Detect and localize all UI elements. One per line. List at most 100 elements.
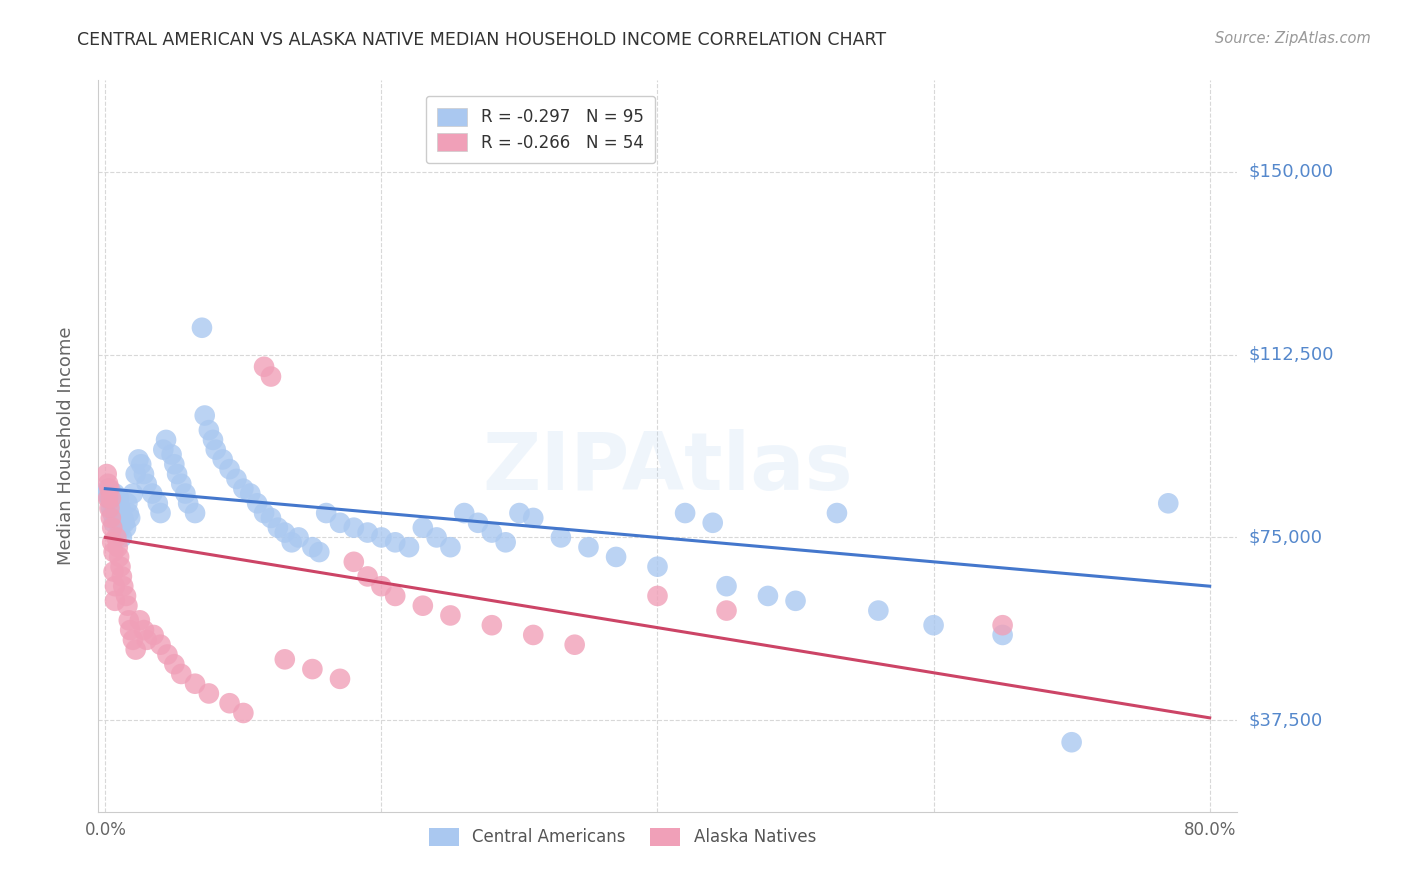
Point bbox=[201, 433, 224, 447]
Point bbox=[146, 496, 169, 510]
Point bbox=[508, 506, 530, 520]
Point bbox=[105, 511, 128, 525]
Point bbox=[453, 506, 475, 520]
Point bbox=[370, 530, 392, 544]
Point bbox=[97, 482, 120, 496]
Point bbox=[198, 423, 221, 437]
Point bbox=[149, 638, 172, 652]
Point bbox=[156, 648, 179, 662]
Point bbox=[184, 676, 207, 690]
Point bbox=[398, 540, 420, 554]
Point bbox=[104, 594, 127, 608]
Point bbox=[110, 501, 132, 516]
Point bbox=[702, 516, 724, 530]
Point bbox=[118, 613, 141, 627]
Point bbox=[785, 594, 807, 608]
Point bbox=[155, 433, 177, 447]
Point bbox=[101, 496, 124, 510]
Point bbox=[104, 579, 127, 593]
Point bbox=[184, 506, 207, 520]
Point bbox=[211, 452, 233, 467]
Point bbox=[135, 476, 157, 491]
Text: ZIPAtlas: ZIPAtlas bbox=[482, 429, 853, 507]
Point bbox=[412, 521, 434, 535]
Point bbox=[564, 638, 586, 652]
Point bbox=[100, 511, 122, 525]
Point bbox=[225, 472, 247, 486]
Point bbox=[578, 540, 600, 554]
Point bbox=[246, 496, 269, 510]
Point bbox=[132, 623, 155, 637]
Point bbox=[107, 506, 129, 520]
Point bbox=[125, 642, 148, 657]
Point bbox=[1157, 496, 1180, 510]
Point bbox=[107, 540, 129, 554]
Point bbox=[194, 409, 217, 423]
Point bbox=[108, 491, 131, 506]
Point bbox=[467, 516, 489, 530]
Y-axis label: Median Household Income: Median Household Income bbox=[56, 326, 75, 566]
Point bbox=[260, 369, 283, 384]
Point bbox=[522, 511, 544, 525]
Point bbox=[98, 501, 121, 516]
Point bbox=[96, 467, 118, 481]
Point bbox=[108, 549, 131, 564]
Point bbox=[218, 462, 240, 476]
Point bbox=[98, 482, 121, 496]
Point bbox=[111, 506, 134, 520]
Point bbox=[384, 589, 406, 603]
Text: $75,000: $75,000 bbox=[1249, 528, 1323, 547]
Point bbox=[142, 628, 165, 642]
Point bbox=[112, 511, 135, 525]
Point bbox=[149, 506, 172, 520]
Point bbox=[97, 491, 120, 506]
Point bbox=[356, 569, 378, 583]
Point bbox=[115, 589, 138, 603]
Text: $150,000: $150,000 bbox=[1249, 162, 1333, 181]
Point bbox=[343, 555, 366, 569]
Point bbox=[152, 442, 174, 457]
Point bbox=[122, 486, 145, 500]
Point bbox=[868, 603, 890, 617]
Point bbox=[141, 486, 163, 500]
Text: CENTRAL AMERICAN VS ALASKA NATIVE MEDIAN HOUSEHOLD INCOME CORRELATION CHART: CENTRAL AMERICAN VS ALASKA NATIVE MEDIAN… bbox=[77, 31, 886, 49]
Point bbox=[117, 496, 139, 510]
Point bbox=[96, 486, 118, 500]
Point bbox=[308, 545, 330, 559]
Text: $112,500: $112,500 bbox=[1249, 345, 1334, 364]
Point bbox=[98, 491, 121, 506]
Point bbox=[129, 457, 152, 471]
Point bbox=[127, 452, 149, 467]
Point bbox=[128, 613, 150, 627]
Point bbox=[101, 535, 124, 549]
Point bbox=[673, 506, 696, 520]
Point bbox=[177, 496, 200, 510]
Point bbox=[756, 589, 779, 603]
Point bbox=[103, 565, 125, 579]
Point bbox=[825, 506, 848, 520]
Point bbox=[100, 484, 122, 499]
Point bbox=[170, 476, 193, 491]
Point bbox=[301, 662, 323, 676]
Point bbox=[104, 501, 127, 516]
Point bbox=[253, 506, 276, 520]
Point bbox=[522, 628, 544, 642]
Point bbox=[174, 486, 197, 500]
Point bbox=[605, 549, 627, 564]
Point bbox=[117, 599, 139, 613]
Point bbox=[329, 516, 352, 530]
Point bbox=[135, 632, 157, 647]
Point bbox=[991, 618, 1014, 632]
Point bbox=[412, 599, 434, 613]
Point bbox=[991, 628, 1014, 642]
Point bbox=[1060, 735, 1083, 749]
Point bbox=[166, 467, 188, 481]
Text: $37,500: $37,500 bbox=[1249, 711, 1323, 730]
Point bbox=[120, 623, 142, 637]
Point bbox=[160, 448, 183, 462]
Point bbox=[97, 476, 120, 491]
Point bbox=[132, 467, 155, 481]
Point bbox=[550, 530, 572, 544]
Point bbox=[100, 491, 122, 506]
Point bbox=[115, 521, 138, 535]
